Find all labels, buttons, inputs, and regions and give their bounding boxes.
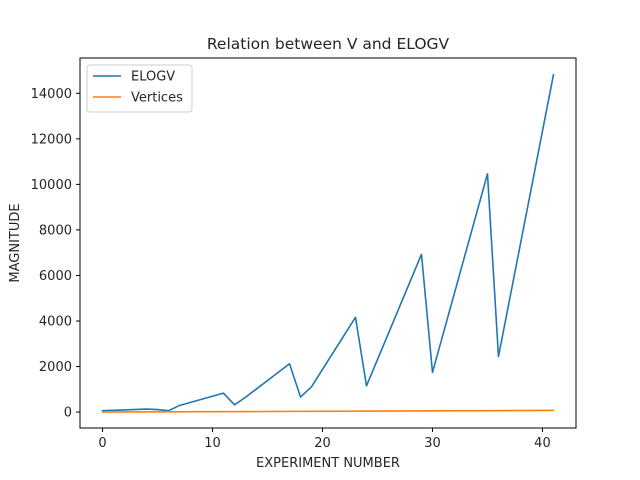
x-tick-label: 20 xyxy=(314,436,331,451)
y-tick-label: 12000 xyxy=(31,132,72,147)
y-tick-label: 4000 xyxy=(39,314,72,329)
y-tick-label: 8000 xyxy=(39,223,72,238)
x-tick-label: 10 xyxy=(204,436,221,451)
legend: ELOGV Vertices xyxy=(86,64,193,113)
series-line-vertices xyxy=(101,409,555,413)
series-line-elogv xyxy=(101,73,555,412)
chart-title: Relation between V and ELOGV xyxy=(207,35,450,53)
x-tick-label: 0 xyxy=(98,436,106,451)
plot-frame xyxy=(79,57,577,429)
y-tick-label: 2000 xyxy=(39,360,72,375)
y-tick-label: 6000 xyxy=(39,269,72,284)
x-axis-ticks: 0 10 20 30 40 xyxy=(98,428,551,451)
y-tick-label: 14000 xyxy=(31,87,72,102)
x-tick-label: 30 xyxy=(424,436,441,451)
y-axis-label: MAGNITUDE xyxy=(8,203,23,282)
x-axis-label: EXPERIMENT NUMBER xyxy=(256,456,400,471)
series-layer xyxy=(101,73,555,413)
legend-label-vertices: Vertices xyxy=(131,91,183,106)
y-tick-label: 0 xyxy=(64,406,72,421)
y-axis-ticks: 0 2000 4000 6000 8000 10000 12000 14000 xyxy=(31,87,80,421)
y-tick-label: 10000 xyxy=(31,178,72,193)
x-tick-label: 40 xyxy=(534,436,551,451)
legend-label-elogv: ELOGV xyxy=(131,70,175,85)
